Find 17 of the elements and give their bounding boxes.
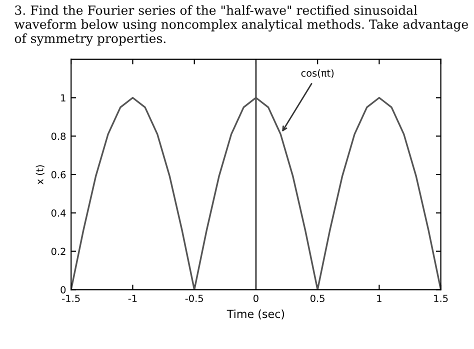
y-tick-label: 1 [61, 94, 66, 102]
x-tick-label: 1 [377, 294, 382, 302]
y-tick-label: 0.4 [51, 209, 66, 217]
x-tick-label: -1.5 [62, 294, 80, 302]
y-tick-label: 0.2 [51, 248, 66, 256]
chart-title: 3. Find the Fourier series of the "half-wave" rectified sinusoidal waveform below using noncomplex analytical methods. Take advantage of symmetry properties. [14, 5, 468, 46]
x-tick-label: 1.5 [434, 294, 448, 302]
y-tick-label: 0.8 [51, 132, 66, 140]
annotation: cos(πt) [301, 69, 334, 78]
x-tick-label: -1 [128, 294, 137, 302]
y-axis-title: x (t) [36, 165, 44, 184]
y-tick-label: 0 [60, 286, 66, 294]
x-tick-label: 0.5 [310, 294, 324, 302]
x-axis-title: Time (sec) [226, 309, 284, 320]
x-tick-label: 0 [254, 294, 258, 302]
y-tick-label: 0.6 [51, 170, 66, 178]
x-tick-label: -0.5 [185, 294, 203, 302]
